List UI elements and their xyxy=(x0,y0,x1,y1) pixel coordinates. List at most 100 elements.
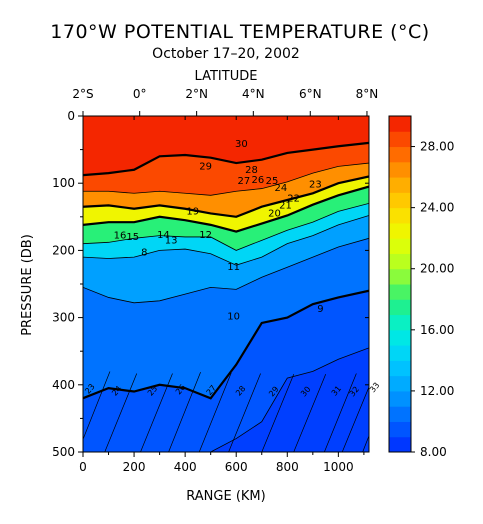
colorbar-segment xyxy=(389,192,411,209)
x-axis-title: RANGE (KM) xyxy=(186,489,265,504)
sigma-line xyxy=(228,373,261,452)
x-tick-label: 400 xyxy=(174,460,197,474)
sigma-line xyxy=(324,373,357,452)
top-tick-label: 0° xyxy=(133,87,147,101)
colorbar-tick-label: 12.00 xyxy=(420,384,454,398)
y-axis: 0 100 200 300 400 500 xyxy=(52,109,369,459)
sigma-line xyxy=(168,372,201,452)
isotherm-line xyxy=(83,162,369,196)
colorbar-segment xyxy=(389,284,411,300)
colorbar-ticks: 8.00 12.00 16.00 20.00 24.00 28.00 xyxy=(411,140,454,459)
x-tick-label: 1000 xyxy=(323,460,354,474)
contour-label: 29 xyxy=(199,161,212,172)
top-axis: 2°S 0° 2°N 4°N 6°N 8°N xyxy=(72,87,378,116)
isotherm-line xyxy=(83,347,369,452)
contour-label: 12 xyxy=(199,230,212,241)
sigma-line xyxy=(140,373,173,452)
contour-label: 16 xyxy=(114,231,127,242)
colorbar-segment xyxy=(389,390,411,407)
y-tick-label: 500 xyxy=(52,445,75,459)
colorbar-segment xyxy=(389,222,411,239)
contour-label: 21 xyxy=(279,200,292,211)
colorbar-segment xyxy=(389,360,411,377)
colorbar-segment xyxy=(389,116,411,132)
y-tick-label: 0 xyxy=(67,109,75,123)
y-tick-label: 200 xyxy=(52,243,75,257)
colorbar-segment xyxy=(389,131,411,148)
sigma-label: 33 xyxy=(368,381,381,395)
top-tick-label: 2°S xyxy=(72,87,93,101)
contour-label: 13 xyxy=(165,235,178,246)
contour-label: 10 xyxy=(227,311,240,322)
colorbar-segment xyxy=(389,329,411,346)
colorbar-tick-label: 8.00 xyxy=(420,445,447,459)
contour-label: 28 xyxy=(245,165,258,176)
colorbar xyxy=(389,116,411,453)
sigma-lines xyxy=(83,371,369,452)
isotherm-line xyxy=(83,175,369,218)
contour-label: 8 xyxy=(141,247,147,258)
chart-subtitle: October 17–20, 2002 xyxy=(152,46,300,62)
isotherm-line xyxy=(83,215,369,266)
contour-label: 20 xyxy=(268,208,281,219)
sigma-line xyxy=(293,374,327,452)
y-axis-title: PRESSURE (DB) xyxy=(20,234,35,336)
x-tick-label: 800 xyxy=(276,460,299,474)
contour-label: 19 xyxy=(186,206,199,217)
top-tick-label: 6°N xyxy=(299,87,322,101)
temperature-color-bands xyxy=(83,116,369,452)
contour-label: 15 xyxy=(126,232,139,243)
x-axis: 0 200 400 600 800 1000 xyxy=(79,116,365,474)
x-tick-label: 0 xyxy=(79,460,87,474)
colorbar-segment xyxy=(389,406,411,422)
contour-label: 14 xyxy=(157,230,170,241)
colorbar-segment xyxy=(389,314,411,331)
temp-band xyxy=(83,347,369,452)
sigma-line xyxy=(198,372,232,452)
sigma-line xyxy=(362,434,369,452)
contour-label: 9 xyxy=(317,304,323,315)
colorbar-segment xyxy=(389,207,411,224)
chart-title: 170°W POTENTIAL TEMPERATURE (°C) xyxy=(50,21,429,43)
y-tick-label: 300 xyxy=(52,311,75,325)
x-tick-label: 200 xyxy=(123,460,146,474)
colorbar-segment xyxy=(389,421,411,438)
colorbar-segment xyxy=(389,238,411,254)
plot-area xyxy=(83,116,369,452)
top-tick-label: 8°N xyxy=(356,87,379,101)
y-tick-label: 400 xyxy=(52,378,75,392)
contour-label: 27 xyxy=(238,176,251,187)
colorbar-segment xyxy=(389,436,411,453)
top-tick-label: 4°N xyxy=(242,87,265,101)
isotherm-line xyxy=(83,185,369,233)
contour-label: 24 xyxy=(275,183,288,194)
colorbar-segment xyxy=(389,299,411,316)
isotherm-line xyxy=(83,141,369,177)
top-axis-title: LATITUDE xyxy=(195,69,258,84)
colorbar-segment xyxy=(389,345,411,361)
top-tick-label: 2°N xyxy=(185,87,208,101)
isotherm-line xyxy=(83,237,369,304)
colorbar-segment xyxy=(389,253,411,270)
contour-label: 30 xyxy=(235,139,248,150)
colorbar-segment xyxy=(389,161,411,178)
colorbar-tick-label: 20.00 xyxy=(420,262,454,276)
sigma-line xyxy=(261,374,295,452)
contour-label: 26 xyxy=(252,175,265,186)
isotherm-line xyxy=(83,202,369,251)
colorbar-segment xyxy=(389,375,411,392)
colorbar-frame xyxy=(388,115,412,453)
y-tick-label: 100 xyxy=(52,176,75,190)
colorbar-tick-label: 16.00 xyxy=(420,323,454,337)
sigma-line xyxy=(104,373,138,452)
colorbar-tick-label: 28.00 xyxy=(420,140,454,154)
contour-label: 11 xyxy=(227,262,240,273)
contour-label: 25 xyxy=(266,176,279,187)
colorbar-tick-label: 24.00 xyxy=(420,201,454,215)
x-tick-label: 600 xyxy=(225,460,248,474)
contour-label: 22 xyxy=(287,194,300,205)
contour-label: 23 xyxy=(309,180,322,191)
colorbar-segment xyxy=(389,177,411,193)
